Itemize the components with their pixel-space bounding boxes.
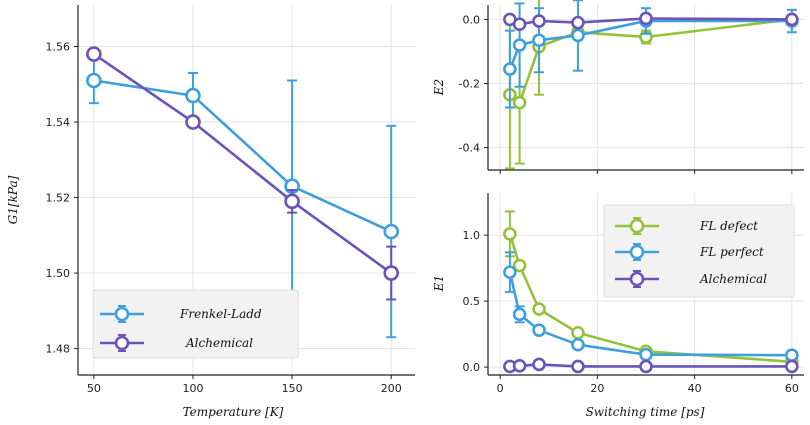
legend-label-alchemical-right: Alchemical xyxy=(699,272,767,286)
bottom-right-xtick-label: 40 xyxy=(688,382,702,395)
top-right-ytick-label: -0.2 xyxy=(459,77,480,90)
legend-point xyxy=(114,306,130,322)
bottom-right-ytick-label: 1.0 xyxy=(463,229,481,242)
left-frenkel-ladd-point xyxy=(86,72,102,89)
left-legend: Frenkel-Ladd Alchemical xyxy=(92,289,299,359)
top-right-fl-defect-line xyxy=(509,18,792,104)
left-alchemical-point xyxy=(185,114,201,130)
legend-point xyxy=(114,335,130,351)
bottom-right-fl-defect-point xyxy=(503,227,517,241)
legend-marker-frenkel-ladd xyxy=(100,305,144,323)
left-ytick-label: 1.48 xyxy=(46,343,71,356)
bottom-right-alchemical-point xyxy=(571,359,585,374)
top-right-fl-perfect-point xyxy=(503,62,517,76)
left-xtick-label: 200 xyxy=(381,382,402,395)
legend-label-fl-defect: FL defect xyxy=(699,219,758,233)
left-frenkel-ladd-line xyxy=(93,79,392,233)
legend-label-alchemical: Alchemical xyxy=(185,336,253,350)
top-right-fl-perfect-line xyxy=(508,19,792,70)
bottom-right-fl-defect-point xyxy=(532,302,546,316)
left-legend-box xyxy=(92,289,299,359)
bottom-right-fl-perfect-point xyxy=(785,348,799,363)
top-right-alchemical-point xyxy=(785,12,799,27)
left-ytick-label: 1.54 xyxy=(46,116,71,129)
legend-marker-fl-perfect xyxy=(615,243,659,261)
left-ytick-label: 1.52 xyxy=(46,192,71,205)
top-right-ylabel: E2 xyxy=(432,79,446,96)
left-xlabel: Temperature [K] xyxy=(183,405,284,419)
left-frenkel-ladd-point xyxy=(383,223,400,240)
left-xtick-label: 100 xyxy=(182,382,203,395)
bottom-right-fl-perfect-point xyxy=(571,337,585,352)
top-right-fl-defect-point xyxy=(512,95,527,110)
bottom-right-xlabel: Switching time [ps] xyxy=(586,405,705,419)
top-right-fl-perfect-point xyxy=(532,33,546,48)
panel-e2-vs-switching-time: -0.4 -0.2 0.0 xyxy=(459,0,804,174)
bottom-right-fl-perfect-point xyxy=(639,347,653,362)
legend-point xyxy=(629,271,645,287)
left-alchemical-point xyxy=(284,193,300,210)
left-alchemical-point xyxy=(86,46,102,62)
legend-label-frenkel-ladd: Frenkel-Ladd xyxy=(179,307,262,321)
legend-label-fl-perfect: FL perfect xyxy=(699,245,764,259)
bottom-right-alchemical-point xyxy=(532,357,546,372)
top-right-alchemical-point xyxy=(512,17,527,32)
top-right-fl-perfect-point xyxy=(571,28,585,43)
left-xtick-label: 50 xyxy=(87,382,101,395)
bottom-right-alchemical-point xyxy=(639,359,653,374)
top-right-ytick-label: 0.0 xyxy=(463,13,481,26)
left-ytick-label: 1.50 xyxy=(46,267,71,280)
bottom-right-ylabel: E1 xyxy=(432,275,446,292)
bottom-right-ytick-label: 0.0 xyxy=(463,361,481,374)
top-right-alchemical-point xyxy=(639,11,653,26)
right-legend-box xyxy=(603,204,795,298)
right-legend: FL defect FL perfect Alchemical xyxy=(603,204,795,298)
bottom-right-alchemical-point xyxy=(512,358,527,373)
bottom-right-fl-perfect-point xyxy=(532,323,546,337)
bottom-right-xtick-label: 20 xyxy=(590,382,604,395)
bottom-right-fl-defect-point xyxy=(512,258,527,273)
legend-marker-fl-defect xyxy=(615,217,659,235)
top-right-alchemical-point xyxy=(571,15,585,30)
left-xtick-label: 150 xyxy=(282,382,303,395)
left-alchemical-point xyxy=(383,265,400,281)
legend-point xyxy=(629,218,645,234)
bottom-right-ytick-label: 0.5 xyxy=(463,295,481,308)
left-alchemical-line xyxy=(93,53,392,275)
top-right-ytick-label: -0.4 xyxy=(459,142,480,155)
bottom-right-fl-perfect-point xyxy=(503,265,517,279)
legend-marker-alchemical xyxy=(615,270,659,288)
left-ylabel: G1[kPa] xyxy=(6,175,20,224)
left-ytick-label: 1.56 xyxy=(46,41,71,54)
panel-g1-vs-temperature: 50 100 150 200 1.48 1.50 1.52 1.54 1.56 xyxy=(46,5,415,395)
top-right-alchemical-point xyxy=(532,14,546,28)
left-frenkel-ladd-point xyxy=(185,87,201,104)
legend-point xyxy=(629,244,645,260)
legend-marker-alchemical xyxy=(100,334,144,352)
bottom-right-fl-defect-point xyxy=(571,325,585,340)
top-right-fl-perfect-point xyxy=(512,38,527,52)
bottom-right-alchemical-point xyxy=(785,359,799,374)
bottom-right-fl-perfect-line xyxy=(508,271,792,357)
bottom-right-fl-perfect-point xyxy=(512,307,527,322)
bottom-right-xtick-label: 60 xyxy=(785,382,799,395)
bottom-right-xtick-label: 0 xyxy=(497,382,504,395)
